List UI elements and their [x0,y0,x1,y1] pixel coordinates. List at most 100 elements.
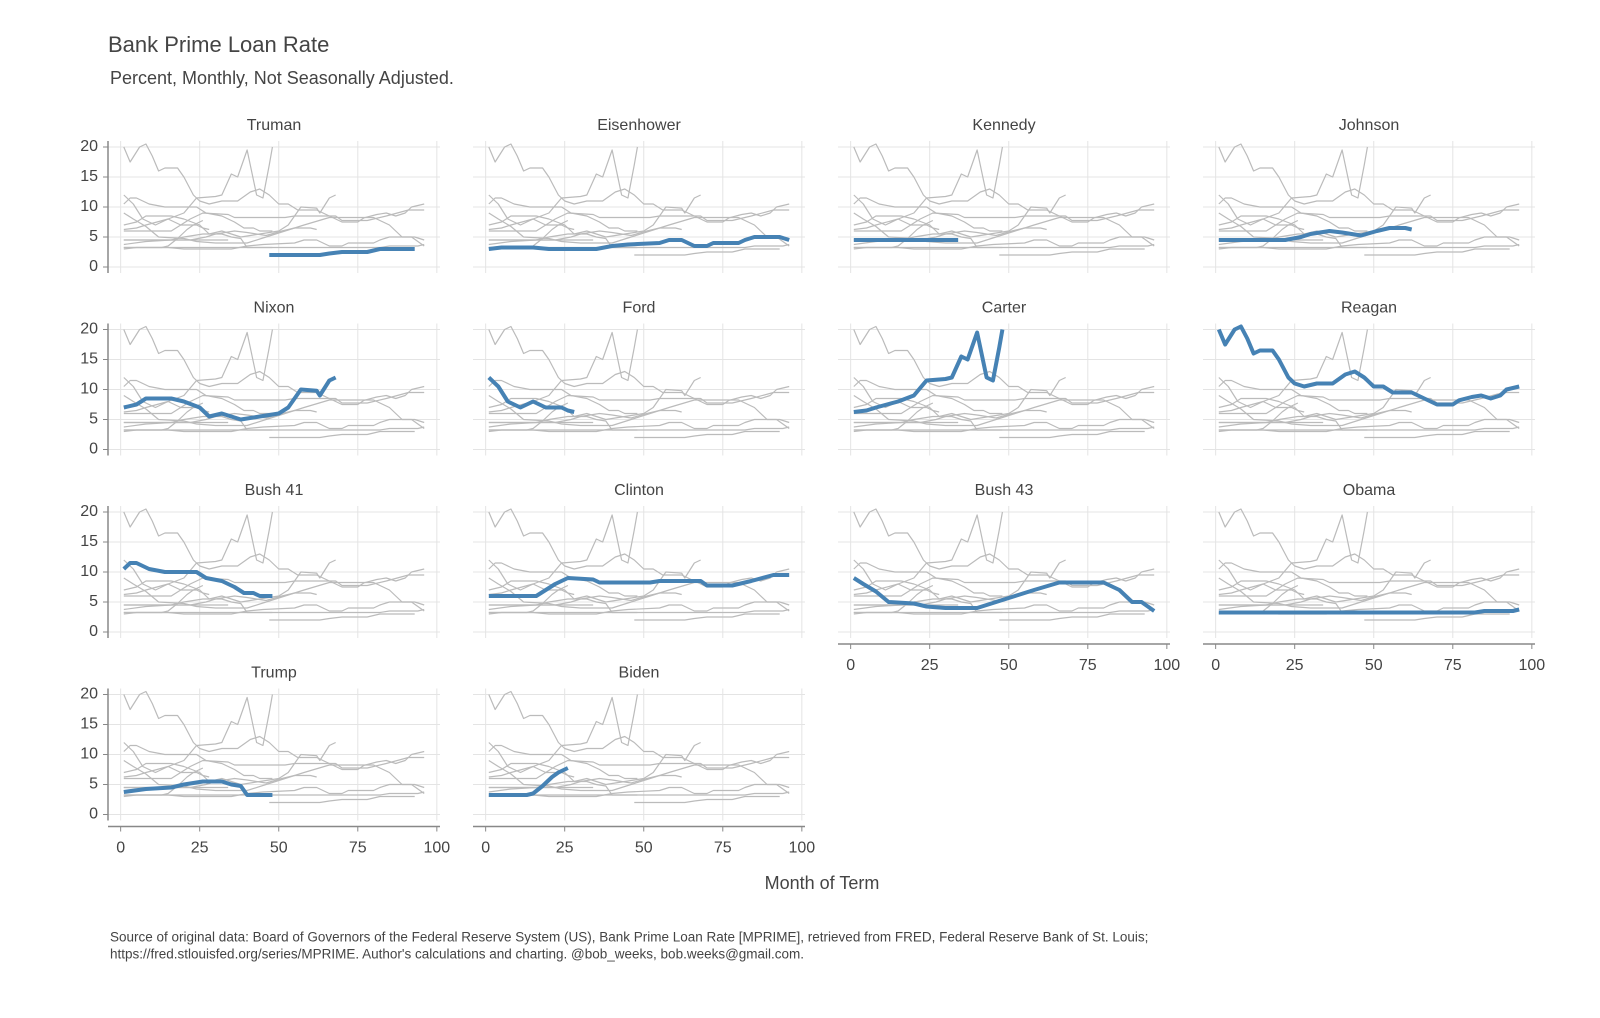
x-tick-label: 25 [191,840,209,857]
background-line [488,592,682,606]
background-line [123,391,425,415]
panel: Carter [838,300,1170,456]
background-line [488,741,701,786]
background-line [123,791,425,796]
y-tick-label: 5 [89,411,98,428]
y-tick-label: 20 [80,138,98,155]
background-line [488,418,790,433]
background-line [488,426,790,431]
background-line [1218,329,1369,413]
background-line [123,209,425,232]
background-line [123,694,274,778]
x-tick-label: 0 [481,840,490,857]
background-line [123,426,425,431]
panel-title: Nixon [254,300,295,317]
background-line [123,243,425,249]
background-line [1218,194,1431,238]
background-line [853,194,940,231]
background-line [1218,418,1520,433]
background-line [853,394,1155,429]
panel-title: Trump [251,665,297,682]
background-line [123,774,317,789]
x-tick-label: 50 [635,840,653,857]
panel: Johnson [1203,117,1535,273]
y-tick-label: 10 [80,198,98,215]
panel-title: Reagan [1341,300,1397,317]
background-line [853,376,1066,421]
background-line [853,402,934,431]
background-line [853,508,1155,588]
background-line [488,394,790,429]
panel-title: Eisenhower [597,117,681,134]
highlight-line [488,235,790,251]
background-line [1218,143,1520,223]
panel-title: Clinton [614,482,664,499]
panel-title: Carter [982,300,1027,317]
highlight-line [122,561,273,598]
background-line [488,402,569,431]
x-tick-label: 50 [1000,657,1018,674]
background-line [488,694,639,778]
background-line [123,394,425,429]
background-line [488,194,575,231]
background-line [1218,194,1305,231]
caption-line: Source of original data: Board of Govern… [110,930,1148,945]
background-line [853,608,1155,614]
background-line [488,783,790,798]
background-line [123,584,204,614]
y-tick-label: 0 [89,623,98,640]
background-line [1364,430,1510,439]
y-tick-label: 15 [80,533,98,550]
y-tick-label: 10 [80,381,98,398]
highlight-line [852,576,1156,613]
panel-title: Johnson [1339,117,1400,134]
y-tick-label: 20 [80,321,98,338]
panel-title: Obama [1343,482,1396,499]
x-tick-label: 25 [556,840,574,857]
highlight-line [1218,607,1520,615]
background-line [634,613,780,621]
panel-title: Bush 43 [975,482,1034,499]
x-tick-label: 100 [1518,657,1545,674]
highlight-line [488,766,569,797]
background-line [488,376,701,421]
background-line [634,430,780,439]
background-line [1218,209,1520,232]
background-line [1218,409,1412,424]
background-line [488,227,682,241]
background-line [853,584,934,614]
x-tick-label: 100 [788,840,815,857]
background-line [1218,402,1299,431]
background-line [853,377,940,413]
background-line [1218,511,1369,596]
background-line [488,608,790,614]
panel: Clinton [473,482,805,638]
background-line [269,613,415,621]
x-axis-label: Month of Term [765,873,880,893]
y-tick-label: 0 [89,258,98,275]
background-line [634,248,780,256]
panel-title: Truman [247,117,302,134]
background-line [123,418,425,433]
background-line [269,795,415,804]
background-line [123,559,210,596]
background-line [123,767,204,796]
chart-title: Bank Prime Loan Rate [108,32,329,57]
panel-title: Bush 41 [245,482,304,499]
y-tick-label: 15 [80,716,98,733]
panel: Reagan [1203,300,1535,456]
background-line [123,329,274,413]
background-line [853,209,1155,232]
background-line [123,601,425,615]
background-line [488,143,790,223]
y-tick-label: 20 [80,503,98,520]
panel: Eisenhower [473,117,805,273]
background-line [1218,559,1305,596]
y-tick-label: 5 [89,593,98,610]
background-line [853,415,1003,431]
background-line [123,233,273,249]
panel-title: Biden [619,665,660,682]
background-line [853,574,1155,597]
background-line [123,559,336,603]
